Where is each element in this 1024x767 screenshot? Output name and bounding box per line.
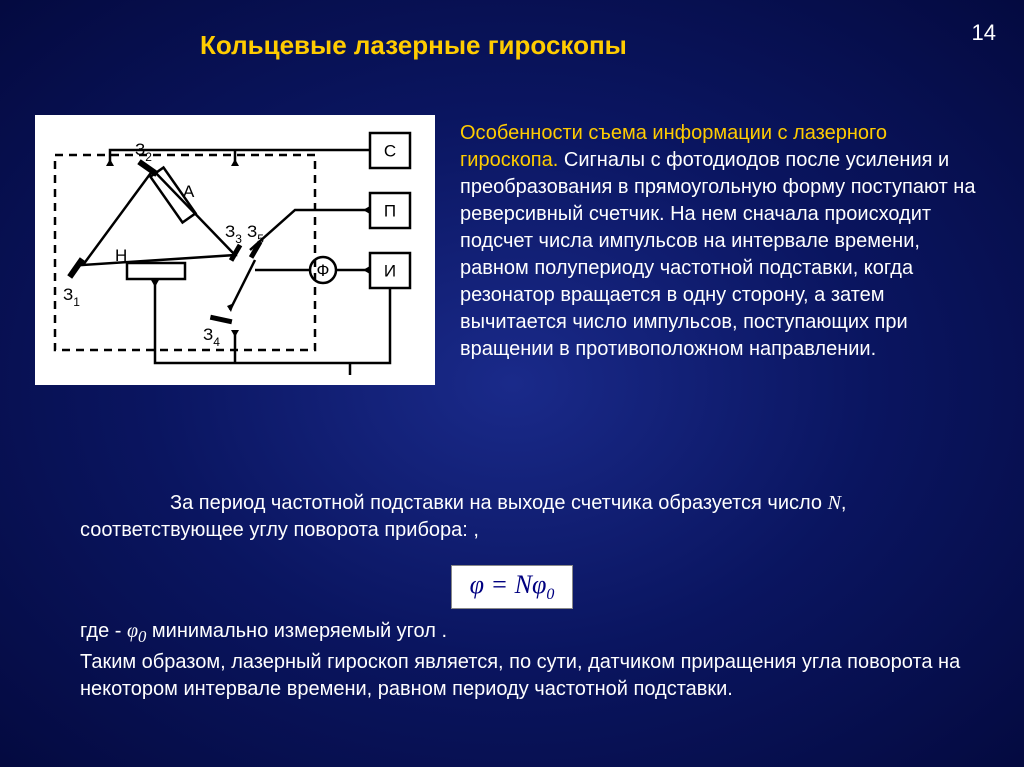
page-title: Кольцевые лазерные гироскопы <box>200 30 627 61</box>
formula-container: φ = Nφ0 <box>0 565 1024 609</box>
intro-paragraph: Особенности съема информации с лазерного… <box>460 120 989 363</box>
paragraph-3: где - φ0 минимально измеряемый угол . <box>80 618 984 649</box>
label-Z1: З1 <box>63 285 80 309</box>
formula: φ = Nφ0 <box>451 565 574 609</box>
label-Z2: З2 <box>135 140 152 164</box>
label-H: Н <box>115 246 127 265</box>
label-Z5: З5 <box>247 222 264 246</box>
label-A: А <box>183 182 195 201</box>
label-F: Ф <box>317 261 330 280</box>
page-number: 14 <box>972 20 996 46</box>
paragraph-2: За период частотной подставки на выходе … <box>80 490 984 544</box>
svg-text:П: П <box>384 202 396 221</box>
label-Z4: З4 <box>203 325 220 349</box>
label-Z3: З3 <box>225 222 242 246</box>
paragraph-4: Таким образом, лазерный гироскоп являетс… <box>80 649 984 703</box>
schematic-diagram: С П И Ф А Н З1 З2 З3 З5 З4 <box>35 115 435 385</box>
svg-text:И: И <box>384 262 396 281</box>
lower-text: где - φ0 минимально измеряемый угол . Та… <box>80 618 984 703</box>
svg-text:С: С <box>384 142 396 161</box>
paragraph-1: Сигналы с фотодиодов после усиления и пр… <box>460 149 975 360</box>
